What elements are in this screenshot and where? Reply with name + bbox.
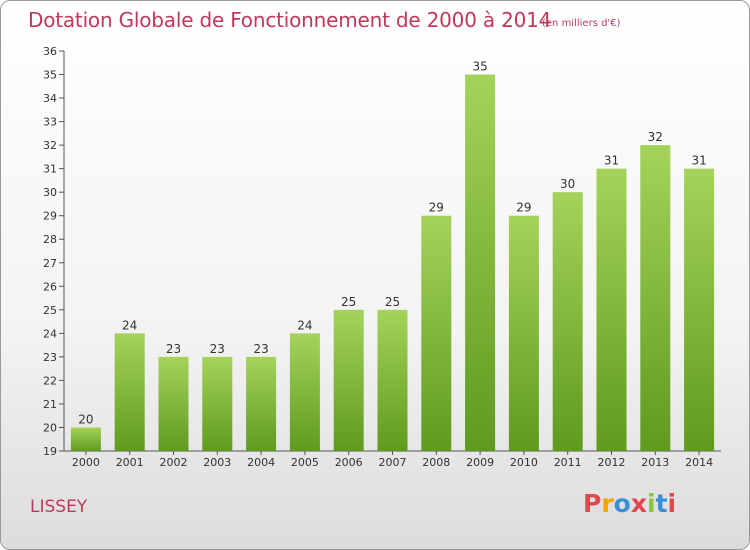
bar (552, 192, 583, 452)
data-label: 29 (429, 201, 444, 215)
x-tick-label: 2009 (466, 456, 494, 469)
x-tick-label: 2004 (247, 456, 275, 469)
bar (246, 356, 277, 451)
data-label: 25 (341, 295, 356, 309)
chart-unit: (en milliers d'€) (542, 18, 621, 29)
data-label: 32 (648, 130, 663, 144)
data-label: 24 (122, 318, 137, 332)
y-tick-label: 35 (43, 69, 57, 82)
data-label: 29 (516, 201, 531, 215)
logo-letter: t (655, 489, 668, 518)
data-label: 25 (385, 295, 400, 309)
data-label: 23 (166, 342, 181, 356)
logo-letter: x (630, 489, 647, 518)
x-tick-label: 2013 (641, 456, 669, 469)
y-tick-label: 25 (43, 304, 57, 317)
bar (289, 333, 320, 451)
data-label: 31 (691, 154, 706, 168)
y-tick-label: 20 (43, 421, 57, 434)
data-label: 31 (604, 154, 619, 168)
bar (70, 427, 101, 451)
logo-letter: P (583, 489, 602, 518)
x-tick-label: 2008 (422, 456, 450, 469)
y-tick-label: 23 (43, 351, 57, 364)
y-tick-label: 36 (43, 45, 57, 58)
y-tick-label: 22 (43, 374, 57, 387)
y-tick-label: 28 (43, 233, 57, 246)
bar (114, 333, 145, 451)
bar (421, 215, 452, 451)
y-tick-label: 30 (43, 186, 57, 199)
data-label: 23 (210, 342, 225, 356)
logo-letter: r (601, 489, 614, 518)
data-label: 23 (253, 342, 268, 356)
bar (202, 356, 233, 451)
logo-letter: o (613, 489, 631, 518)
data-label: 24 (297, 318, 312, 332)
data-label: 35 (472, 60, 487, 74)
x-tick-label: 2001 (116, 456, 144, 469)
y-tick-label: 32 (43, 139, 57, 152)
y-tick-label: 21 (43, 398, 57, 411)
bar (684, 168, 715, 451)
x-tick-label: 2011 (554, 456, 582, 469)
y-tick-label: 31 (43, 163, 57, 176)
logo-letter: i (667, 489, 677, 518)
y-tick-label: 34 (43, 92, 57, 105)
x-tick-label: 2006 (335, 456, 363, 469)
x-tick-label: 2000 (72, 456, 100, 469)
x-tick-label: 2002 (160, 456, 188, 469)
y-tick-label: 26 (43, 280, 57, 293)
bar (333, 309, 364, 451)
data-label: 20 (78, 412, 93, 426)
bar (640, 145, 671, 451)
x-tick-label: 2010 (510, 456, 538, 469)
x-tick-label: 2012 (598, 456, 626, 469)
data-label: 30 (560, 177, 575, 191)
x-tick-label: 2003 (203, 456, 231, 469)
bar (508, 215, 539, 451)
commune-name: LISSEY (30, 497, 88, 517)
bar (596, 168, 627, 451)
x-tick-label: 2005 (291, 456, 319, 469)
y-tick-label: 19 (43, 445, 57, 458)
bar (158, 356, 189, 451)
logo-letter: i (647, 489, 656, 518)
x-tick-label: 2007 (379, 456, 407, 469)
chart-title: Dotation Globale de Fonctionnement de 20… (28, 8, 552, 32)
y-tick-label: 29 (43, 210, 57, 223)
y-tick-label: 33 (43, 116, 57, 129)
x-tick-label: 2014 (685, 456, 713, 469)
bar (465, 74, 496, 451)
bar (377, 309, 408, 451)
y-tick-label: 27 (43, 257, 57, 270)
y-tick-label: 24 (43, 327, 57, 340)
proxiti-logo: Proxiti (583, 489, 676, 518)
